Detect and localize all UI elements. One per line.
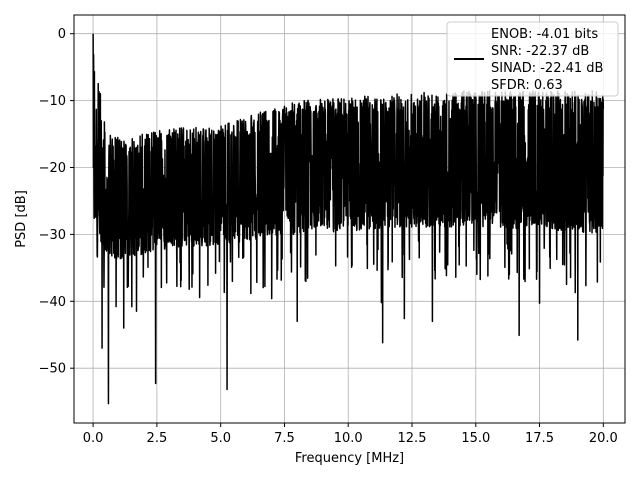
legend: ENOB: -4.01 bits SNR: -22.37 dB SINAD: -… [446, 21, 619, 97]
legend-entry-enob: ENOB: -4.01 bits [491, 27, 598, 42]
x-tick-label: 12.5 [398, 431, 427, 446]
legend-entry-sfdr: SFDR: 0.63 [491, 78, 563, 93]
y-axis-label: PSD [dB] [14, 190, 29, 248]
legend-entry-snr: SNR: -22.37 dB [491, 44, 589, 59]
x-tick-label: 7.5 [274, 431, 295, 446]
psd-line [92, 33, 605, 405]
x-tick-label: 20.0 [589, 431, 618, 446]
x-tick-label: 17.5 [525, 431, 554, 446]
y-tick-label: −20 [39, 161, 66, 176]
x-tick-label: 2.5 [147, 431, 168, 446]
y-tick-label: −50 [39, 362, 66, 377]
x-tick-label: 15.0 [461, 431, 490, 446]
y-tick-label: −30 [39, 228, 66, 243]
x-axis-label: Frequency [MHz] [295, 451, 404, 466]
legend-entry-sinad: SINAD: -22.41 dB [491, 61, 603, 76]
x-tick-label: 5.0 [210, 431, 231, 446]
x-tick-label: 10.0 [334, 431, 363, 446]
y-tick-label: 0 [58, 27, 66, 42]
legend-box [446, 21, 619, 97]
series-psd [92, 33, 605, 405]
x-tick-label: 0.0 [83, 431, 104, 446]
y-tick-label: −40 [39, 295, 66, 310]
y-tick-label: −10 [39, 94, 66, 109]
y-axis: 0 −10 −20 −30 −40 −50 [39, 27, 74, 377]
plot-frame [73, 14, 626, 424]
x-axis: 0.0 2.5 5.0 7.5 10.0 12.5 15.0 17.5 20.0 [83, 423, 618, 446]
